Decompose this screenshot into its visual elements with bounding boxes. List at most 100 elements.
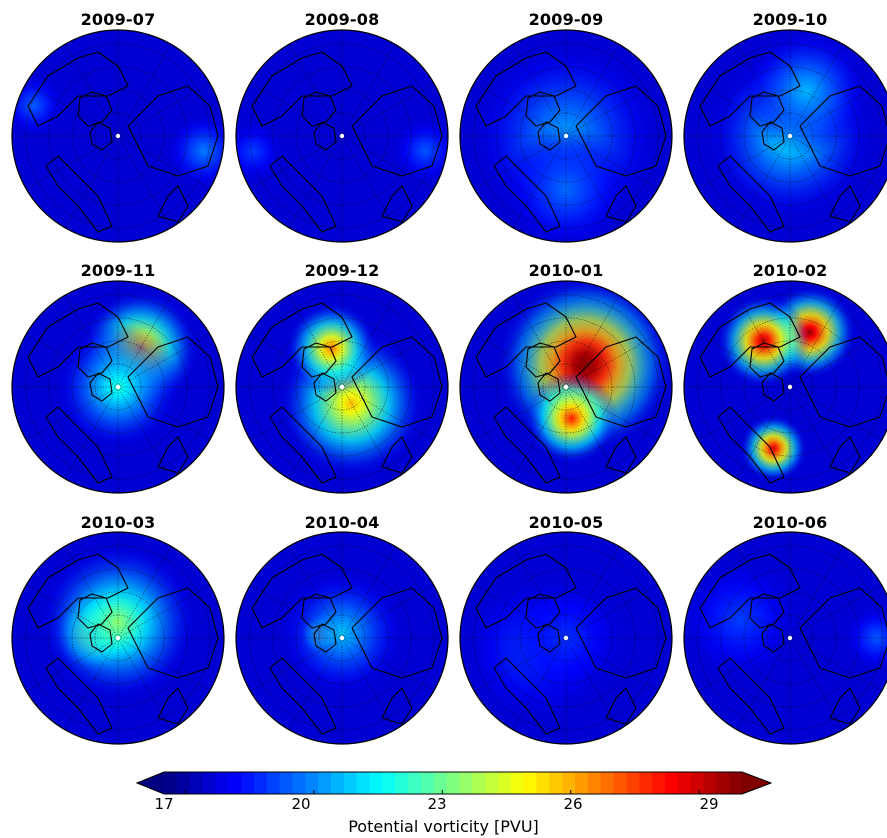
longitude-gridline — [736, 637, 791, 730]
north-pole-marker — [115, 384, 121, 390]
latitude-gridline — [697, 43, 883, 229]
north-pole-marker — [563, 133, 569, 139]
pv-anomaly — [165, 112, 224, 190]
longitude-gridline — [26, 584, 119, 639]
coastline — [699, 553, 801, 629]
longitude-gridline — [288, 546, 343, 639]
north-pole-marker — [339, 133, 345, 139]
latitude-gridline — [295, 89, 389, 183]
colorbar-segment — [510, 772, 525, 794]
longitude-gridline — [736, 546, 791, 639]
coastline — [89, 372, 113, 402]
coastline — [77, 91, 113, 127]
longitude-gridline — [341, 295, 396, 388]
coastline — [27, 51, 129, 127]
longitude-gridline — [288, 135, 343, 228]
longitude-gridline — [512, 546, 567, 639]
colorbar-segment — [562, 772, 576, 794]
longitude-gridline — [117, 135, 172, 228]
coastline — [761, 623, 785, 653]
panel-title: 2010-02 — [752, 261, 828, 280]
longitude-gridline — [288, 637, 343, 730]
longitude-gridline — [474, 584, 567, 639]
map-boundary — [459, 531, 673, 745]
latitude-gridline — [25, 43, 211, 229]
longitude-gridline — [698, 637, 791, 692]
longitude-gridline — [474, 82, 567, 137]
longitude-gridline — [565, 386, 658, 441]
latitude-gridline — [295, 591, 389, 685]
north-pole-marker — [563, 635, 569, 641]
longitude-gridline — [789, 637, 844, 730]
coastline — [301, 593, 337, 629]
coastline — [525, 91, 561, 127]
coastline — [749, 91, 785, 127]
coastline — [605, 185, 637, 223]
longitude-gridline — [789, 135, 882, 190]
map-boundary — [683, 29, 887, 243]
longitude-gridline — [64, 295, 119, 388]
longitude-gridline — [250, 135, 343, 190]
coastline — [45, 155, 113, 233]
colorbar-segment — [472, 772, 486, 794]
coastline — [77, 593, 113, 629]
colorbar-segment — [549, 772, 563, 794]
longitude-gridline — [117, 637, 210, 692]
map-panel — [459, 29, 673, 243]
longitude-gridline — [341, 82, 434, 137]
pv-anomaly — [236, 119, 286, 184]
pv-anomaly — [12, 73, 66, 137]
coastline — [575, 336, 667, 428]
pv-anomaly — [742, 30, 870, 155]
coastline — [27, 302, 129, 378]
longitude-gridline — [117, 82, 210, 137]
longitude-gridline — [64, 386, 119, 479]
longitude-gridline — [565, 82, 658, 137]
coastline — [799, 336, 887, 428]
pv-anomaly — [278, 569, 406, 697]
colorbar — [135, 771, 773, 795]
coastline — [351, 587, 443, 679]
longitude-gridline — [789, 333, 882, 388]
longitude-gridline — [341, 637, 396, 730]
colorbar-label: Potential vorticity [PVU] — [348, 817, 539, 836]
latitude-gridline — [743, 591, 837, 685]
longitude-gridline — [698, 584, 791, 639]
longitude-gridline — [789, 295, 844, 388]
coastline — [269, 657, 337, 735]
longitude-gridline — [474, 333, 567, 388]
longitude-gridline — [789, 584, 882, 639]
colorbar-extend-min — [137, 772, 164, 794]
map-boundary — [235, 280, 449, 494]
coastlines — [27, 51, 219, 233]
coastline — [351, 336, 443, 428]
panel-title: 2010-04 — [304, 513, 380, 532]
longitude-gridline — [698, 386, 791, 441]
map-panel — [11, 29, 225, 243]
coastline — [493, 406, 561, 484]
longitude-gridline — [117, 295, 172, 388]
longitude-gridline — [341, 386, 396, 479]
coastline — [89, 623, 113, 653]
coastline — [761, 372, 785, 402]
coastline — [829, 436, 861, 474]
colorbar-segment — [253, 772, 268, 794]
longitude-gridline — [250, 637, 343, 692]
latitude-gridline — [519, 591, 613, 685]
longitude-gridline — [117, 386, 172, 479]
longitude-gridline — [341, 333, 434, 388]
coastline — [605, 436, 637, 474]
colorbar-segment — [639, 772, 653, 794]
coastlines — [251, 302, 443, 484]
map-boundary — [11, 280, 225, 494]
colorbar-segment — [305, 772, 319, 794]
latitude-gridline — [519, 89, 613, 183]
longitude-gridline — [789, 386, 844, 479]
latitude-gridline — [71, 591, 165, 685]
longitude-gridline — [341, 584, 434, 639]
colorbar-outline — [135, 771, 773, 795]
longitude-gridline — [565, 295, 620, 388]
latitude-gridline — [743, 340, 837, 434]
coastline — [157, 185, 189, 223]
coastline — [127, 85, 219, 177]
